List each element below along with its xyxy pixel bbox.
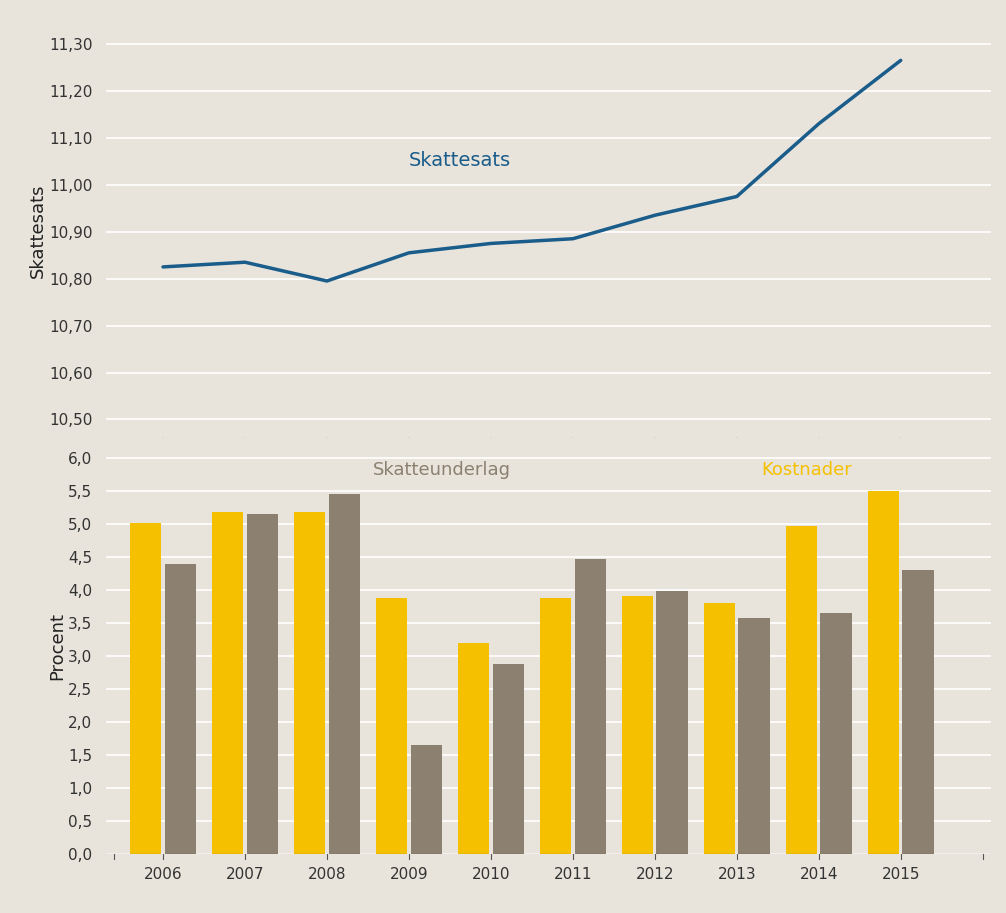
Y-axis label: Skattesats: Skattesats xyxy=(29,184,47,278)
Bar xyxy=(212,512,243,854)
Bar xyxy=(410,745,442,854)
Bar xyxy=(458,643,489,854)
Text: Kostnader: Kostnader xyxy=(762,460,852,478)
Bar xyxy=(622,596,653,854)
Bar xyxy=(657,592,688,854)
Bar xyxy=(868,491,899,854)
Bar xyxy=(821,613,851,854)
Bar xyxy=(786,526,817,854)
Bar xyxy=(574,559,606,854)
Bar xyxy=(738,618,770,854)
Text: Skatteunderlag: Skatteunderlag xyxy=(372,460,511,478)
Bar xyxy=(704,603,735,854)
Text: Skattesats: Skattesats xyxy=(408,151,511,170)
Bar xyxy=(246,514,278,854)
Bar xyxy=(130,522,161,854)
Bar xyxy=(329,494,360,854)
Bar xyxy=(165,563,196,854)
Bar xyxy=(493,664,524,854)
Bar xyxy=(902,570,934,854)
Bar xyxy=(376,599,407,854)
Bar xyxy=(294,512,325,854)
Y-axis label: Procent: Procent xyxy=(48,612,66,680)
Bar xyxy=(540,599,571,854)
